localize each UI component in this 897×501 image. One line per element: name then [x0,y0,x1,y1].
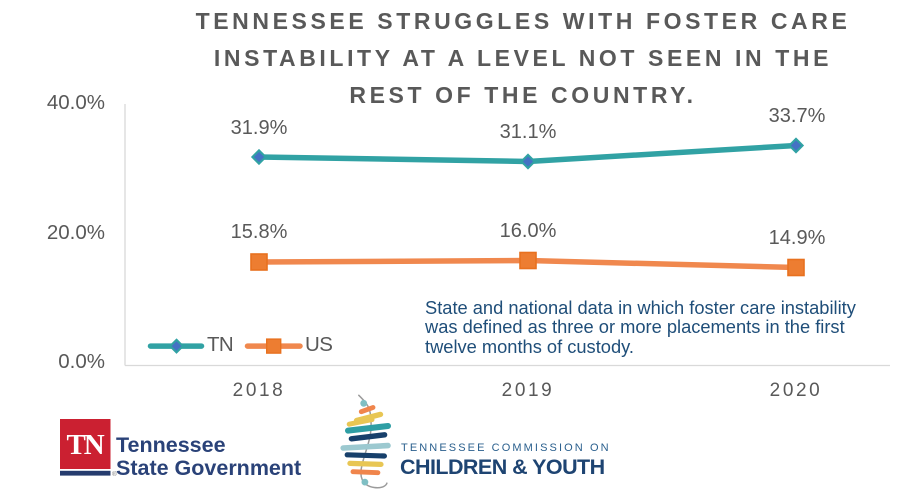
svg-text:TN: TN [66,429,104,461]
svg-text:®: ® [112,470,117,478]
